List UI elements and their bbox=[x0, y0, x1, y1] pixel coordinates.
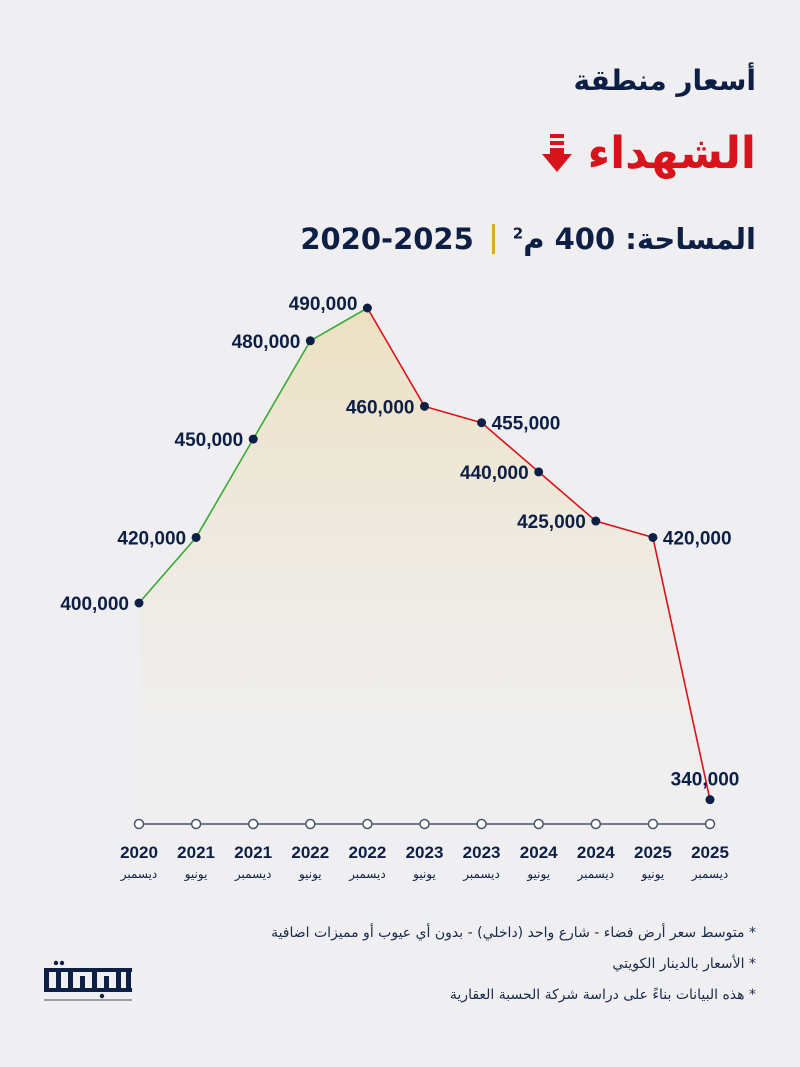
x-tick-month: ديسمبر bbox=[120, 867, 158, 882]
data-point bbox=[362, 303, 372, 313]
axis-marker bbox=[133, 818, 145, 830]
value-label: 490,000 bbox=[289, 294, 358, 315]
x-tick-month: ديسمبر bbox=[577, 867, 615, 882]
separator bbox=[491, 224, 495, 254]
value-label: 450,000 bbox=[175, 430, 244, 451]
axis-marker bbox=[190, 818, 202, 830]
x-tick-month: ديسمبر bbox=[348, 867, 386, 882]
x-tick-year: 2021 bbox=[234, 843, 272, 862]
data-point bbox=[248, 434, 258, 444]
chart-subtitle: أسعار منطقة bbox=[573, 64, 757, 97]
x-tick-month: يونيو bbox=[412, 867, 436, 882]
data-point bbox=[705, 795, 715, 805]
x-tick-month: ديسمبر bbox=[691, 867, 729, 882]
chart-title: الشهداء bbox=[541, 128, 756, 179]
axis-marker bbox=[704, 818, 716, 830]
value-label: 425,000 bbox=[517, 512, 586, 533]
axis-marker bbox=[305, 818, 316, 830]
value-label: 460,000 bbox=[346, 397, 415, 418]
value-label: 420,000 bbox=[663, 528, 732, 549]
value-label: 420,000 bbox=[117, 528, 186, 549]
price-chart: 400,000 2020 ديسمبر 420,000 2021 يونيو 450,000… bbox=[60, 294, 740, 882]
data-point bbox=[648, 532, 658, 542]
axis-marker bbox=[247, 818, 259, 830]
x-tick-year: 2023 bbox=[406, 843, 444, 862]
segment-down bbox=[424, 405, 482, 424]
x-tick-year: 2021 bbox=[177, 843, 215, 862]
data-point bbox=[420, 401, 429, 411]
segment-up bbox=[195, 438, 254, 538]
data-point bbox=[534, 467, 544, 477]
x-tick-month: ديسمبر bbox=[234, 867, 272, 882]
x-tick-month: يونيو bbox=[526, 867, 550, 882]
axis-marker bbox=[590, 818, 602, 830]
x-tick-year: 2024 bbox=[520, 843, 558, 862]
x-tick-year: 2025 bbox=[634, 843, 672, 862]
data-point bbox=[591, 516, 601, 526]
x-tick-month: يونيو bbox=[184, 867, 208, 882]
data-point bbox=[305, 336, 315, 346]
note-2: * الأسعار بالدينار الكويتي bbox=[612, 956, 756, 972]
value-label: 400,000 bbox=[60, 594, 129, 615]
alhasba-logo bbox=[44, 960, 132, 1001]
x-tick-month: يونيو bbox=[298, 867, 322, 882]
data-point bbox=[134, 598, 144, 608]
x-tick-month: ديسمبر bbox=[462, 867, 500, 882]
area-fill bbox=[139, 308, 710, 824]
arrow-down-icon bbox=[541, 133, 572, 172]
value-label: 455,000 bbox=[492, 414, 561, 435]
chart-meta: 2020-2025 المساحة: 400 م2 bbox=[300, 222, 756, 256]
axis-marker bbox=[362, 818, 373, 830]
title-text: الشهداء bbox=[587, 128, 756, 179]
data-point bbox=[477, 418, 487, 428]
x-tick-year: 2022 bbox=[291, 843, 329, 862]
value-label: 480,000 bbox=[232, 332, 301, 353]
segment-up bbox=[138, 536, 197, 604]
segment-down bbox=[366, 307, 426, 407]
area-label: المساحة: 400 م2 bbox=[512, 222, 756, 256]
footnotes: * متوسط سعر أرض فضاء - شارع واحد (داخلي)… bbox=[271, 918, 756, 1011]
x-tick-year: 2022 bbox=[348, 843, 386, 862]
note-3: * هذه البيانات بناءً على دراسة شركة الحس… bbox=[449, 987, 756, 1003]
x-tick-year: 2025 bbox=[691, 843, 729, 862]
axis-marker bbox=[533, 818, 544, 830]
x-tick-year: 2020 bbox=[120, 843, 158, 862]
axis-marker bbox=[647, 818, 659, 830]
segment-down bbox=[652, 537, 711, 800]
data-point bbox=[191, 532, 201, 542]
segment-down bbox=[481, 422, 540, 473]
axis-marker bbox=[419, 818, 430, 830]
segment-down bbox=[538, 471, 597, 522]
x-tick-year: 2024 bbox=[577, 843, 615, 862]
period-label: 2020-2025 bbox=[300, 222, 474, 256]
note-1: * متوسط سعر أرض فضاء - شارع واحد (داخلي)… bbox=[271, 925, 756, 941]
segment-up bbox=[309, 307, 368, 342]
value-label: 340,000 bbox=[671, 770, 740, 791]
segment-up bbox=[252, 340, 311, 440]
axis-marker bbox=[476, 818, 487, 830]
value-label: 440,000 bbox=[460, 463, 529, 484]
segment-down bbox=[595, 520, 654, 539]
x-tick-month: يونيو bbox=[641, 867, 665, 882]
x-tick-year: 2023 bbox=[463, 843, 501, 862]
